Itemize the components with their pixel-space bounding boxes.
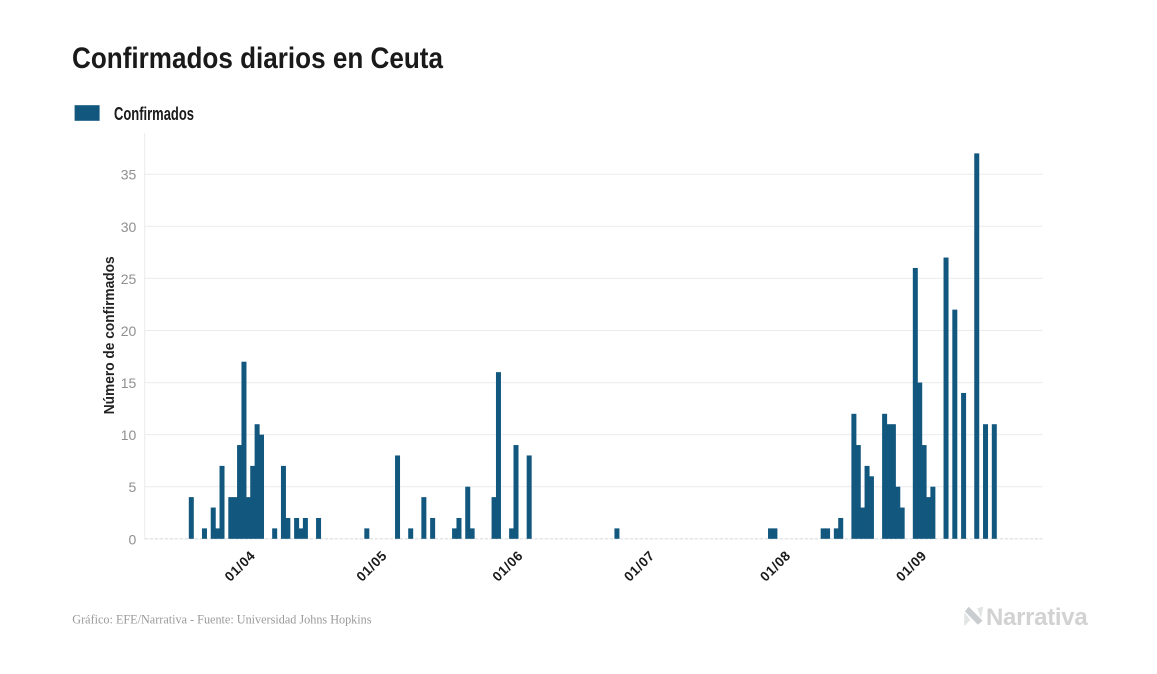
svg-text:Narrativa: Narrativa — [986, 604, 1088, 631]
svg-text:Gráfico: EFE/Narrativa - Fuent: Gráfico: EFE/Narrativa - Fuente: Univers… — [72, 613, 371, 627]
svg-text:Confirmados: Confirmados — [114, 104, 194, 124]
svg-text:Número de confirmados: Número de confirmados — [101, 256, 118, 414]
svg-text:25: 25 — [121, 271, 137, 287]
svg-text:5: 5 — [129, 479, 137, 495]
svg-text:10: 10 — [121, 427, 137, 443]
svg-text:30: 30 — [121, 219, 137, 235]
svg-text:35: 35 — [121, 167, 137, 183]
svg-text:0: 0 — [129, 531, 137, 547]
svg-text:20: 20 — [121, 323, 137, 339]
svg-text:15: 15 — [121, 375, 137, 391]
svg-text:Confirmados diarios en Ceuta: Confirmados diarios en Ceuta — [72, 42, 443, 75]
